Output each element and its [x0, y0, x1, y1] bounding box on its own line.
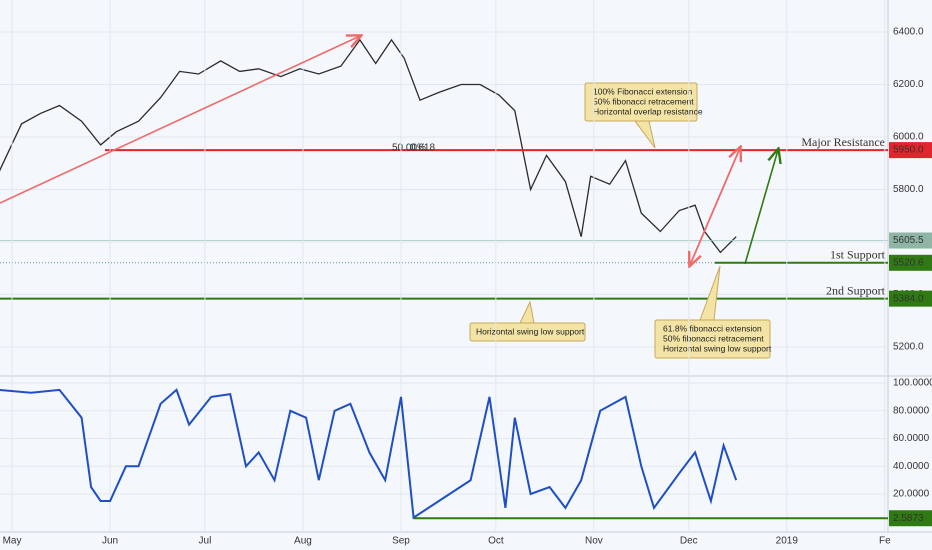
x-tick-label: Dec [680, 536, 698, 547]
fib-label: 50.00% [392, 143, 426, 154]
x-tick-label: Aug [294, 536, 312, 547]
callout-text: 61.8% fibonacci extension [663, 323, 762, 333]
level-name: 1st Support [830, 248, 886, 262]
series-line [0, 38, 737, 254]
level-tag [889, 290, 932, 307]
series-line [0, 388, 738, 520]
y-tick-label: 6000.0 [893, 132, 924, 143]
price-tag [889, 232, 932, 249]
callout-pointer [519, 300, 535, 324]
callout-text: 100% Fibonacci extension [593, 86, 693, 96]
level-tag [889, 254, 932, 271]
y-tick-label: 6400.0 [893, 27, 924, 38]
x-tick-label: Jul [199, 536, 212, 547]
x-tick-label: Nov [585, 536, 603, 547]
x-tick-label: Oct [488, 536, 504, 547]
callout-text: Horizontal swing low support [663, 343, 772, 353]
callout-box [654, 319, 771, 359]
level-tag [889, 142, 932, 159]
y-tick-label: 5200.0 [893, 342, 924, 353]
x-tick-label: 2019 [776, 536, 799, 547]
callout-text: Horizontal swing low support [476, 326, 585, 336]
callout-text: 50% fibonacci retracement [663, 333, 764, 343]
callout-text: 50% fibonacci retracement [593, 96, 694, 106]
callout-pointer [634, 120, 656, 149]
callout-box [584, 82, 698, 122]
level-tag-label: 2.5873 [893, 513, 924, 524]
level-tag-label: 5520.6 [893, 257, 924, 268]
level-tag-label: 5384.0 [893, 293, 924, 304]
level-name: 2nd Support [826, 283, 886, 297]
x-tick-label: Jun [102, 536, 118, 547]
y-tick-label: 100.0000 [893, 378, 932, 389]
x-tick-label: Fe [879, 536, 891, 547]
fib-label: 0.618 [410, 143, 435, 154]
y-tick-label: 20.0000 [893, 489, 930, 500]
x-tick-label: May [3, 536, 22, 547]
callout-box [469, 322, 586, 342]
level-tag [889, 510, 932, 527]
y-tick-label: 6200.0 [893, 79, 924, 90]
callout-text: Horizontal overlap resistance [593, 106, 703, 116]
extension-arrow [690, 147, 741, 265]
level-name: Major Resistance [801, 135, 885, 149]
y-tick-label: 80.0000 [893, 405, 930, 416]
callout-pointer [699, 265, 721, 321]
price-tag-label: 5605.5 [893, 235, 924, 246]
y-tick-label: 40.0000 [893, 461, 930, 472]
trend-arrow [0, 36, 360, 204]
target-arrow [744, 150, 778, 265]
y-tick-label: 60.0000 [893, 433, 930, 444]
x-tick-label: Sep [392, 536, 410, 547]
y-tick-label: 5800.0 [893, 184, 924, 195]
level-tag-label: 5950.0 [893, 145, 924, 156]
